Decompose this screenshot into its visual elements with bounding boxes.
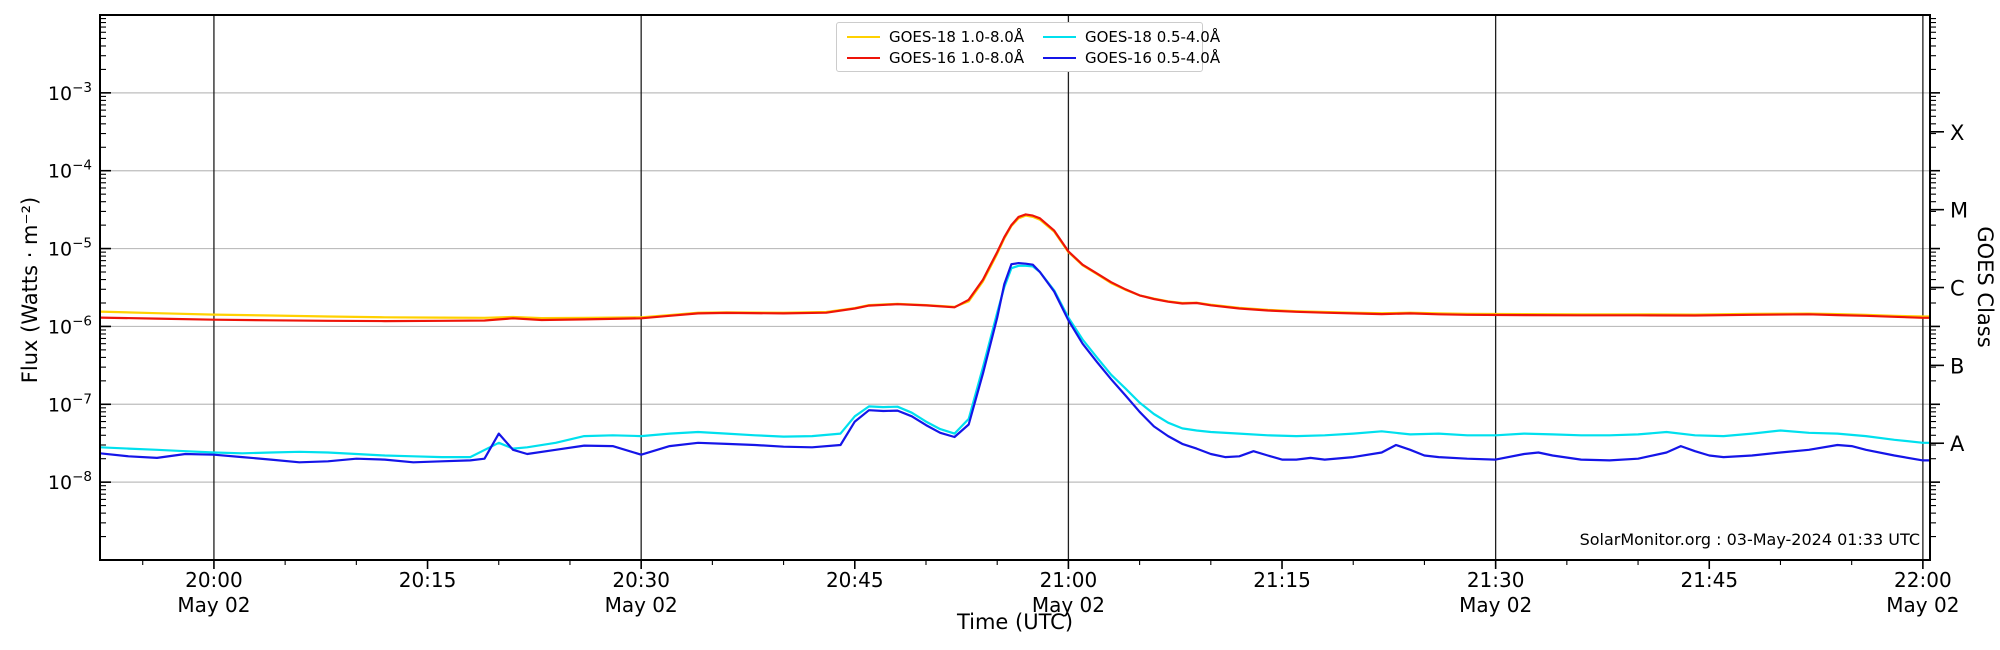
x-tick-date-20:30: May 02 [605,593,678,617]
x-tick-label-21:45: 21:45 [1680,568,1738,592]
flux-series-lines [100,213,1930,464]
x-tick-label-20:45: 20:45 [826,568,884,592]
axis-ticks [100,18,1944,569]
goes-class-label-C: C [1950,277,1965,301]
x-tick-date-21:00: May 02 [1032,593,1105,617]
series-line-goes16-short [100,262,1930,464]
x-tick-date-21:30: May 02 [1459,593,1532,617]
x-tick-label-21:30: 21:30 [1467,568,1525,592]
vertical-gridlines [213,15,1924,560]
legend-line-goes18-short [1043,35,1076,38]
legend-label: GOES-18 0.5-4.0Å [1085,27,1221,46]
legend-line-goes16-short [1043,56,1076,59]
x-tick-label-20:15: 20:15 [399,568,457,592]
x-tick-label-20:00: 20:00 [185,568,243,592]
x-tick-label-20:30: 20:30 [612,568,670,592]
x-tick-label-21:00: 21:00 [1040,568,1098,592]
goes-class-label-M: M [1950,199,1968,223]
legend-item-goes18-short: GOES-18 0.5-4.0Å [1043,28,1220,46]
legend-item-goes16-short: GOES-16 0.5-4.0Å [1043,49,1220,67]
legend-label: GOES-16 1.0-8.0Å [889,48,1025,67]
legend-line-goes16-long [847,56,880,59]
legend-label: GOES-18 1.0-8.0Å [889,27,1025,46]
y-tick-label-1e-6: 10−6 [48,313,92,338]
horizontal-gridlines [100,92,1930,483]
legend-item-goes18-long: GOES-18 1.0-8.0Å [847,28,1033,46]
series-line-goes16-long [100,213,1930,323]
x-tick-date-22:00: May 02 [1886,593,1959,617]
legend: GOES-18 1.0-8.0Å GOES-16 1.0-8.0Å GOES-1… [836,22,1220,72]
x-tick-date-20:00: May 02 [177,593,250,617]
y-axis-title-goes-class: GOES Class [1973,226,1997,348]
series-line-goes18-short [100,264,1930,459]
y-tick-label-1e-4: 10−4 [48,158,92,183]
y-tick-label-1e-3: 10−3 [48,80,92,105]
y-tick-label-1e-8: 10−8 [48,469,92,494]
y-tick-label-1e-5: 10−5 [48,236,92,261]
legend-line-goes18-long [847,35,880,38]
goes-class-label-X: X [1950,121,1964,145]
solarmonitor-timestamp: SolarMonitor.org : 03-May-2024 01:33 UTC [1579,530,1920,549]
y-axis-title-flux: Flux (Watts · m⁻²) [18,196,42,384]
x-axis-title-time: Time (UTC) [956,610,1074,634]
x-tick-label-21:15: 21:15 [1253,568,1311,592]
goes-class-label-B: B [1950,354,1964,378]
x-tick-label-22:00: 22:00 [1894,568,1952,592]
plot-border [99,14,1931,561]
legend-label: GOES-16 0.5-4.0Å [1085,48,1221,67]
legend-item-goes16-long: GOES-16 1.0-8.0Å [847,49,1033,67]
goes-class-label-A: A [1950,432,1965,456]
y-tick-label-1e-7: 10−7 [48,391,92,416]
